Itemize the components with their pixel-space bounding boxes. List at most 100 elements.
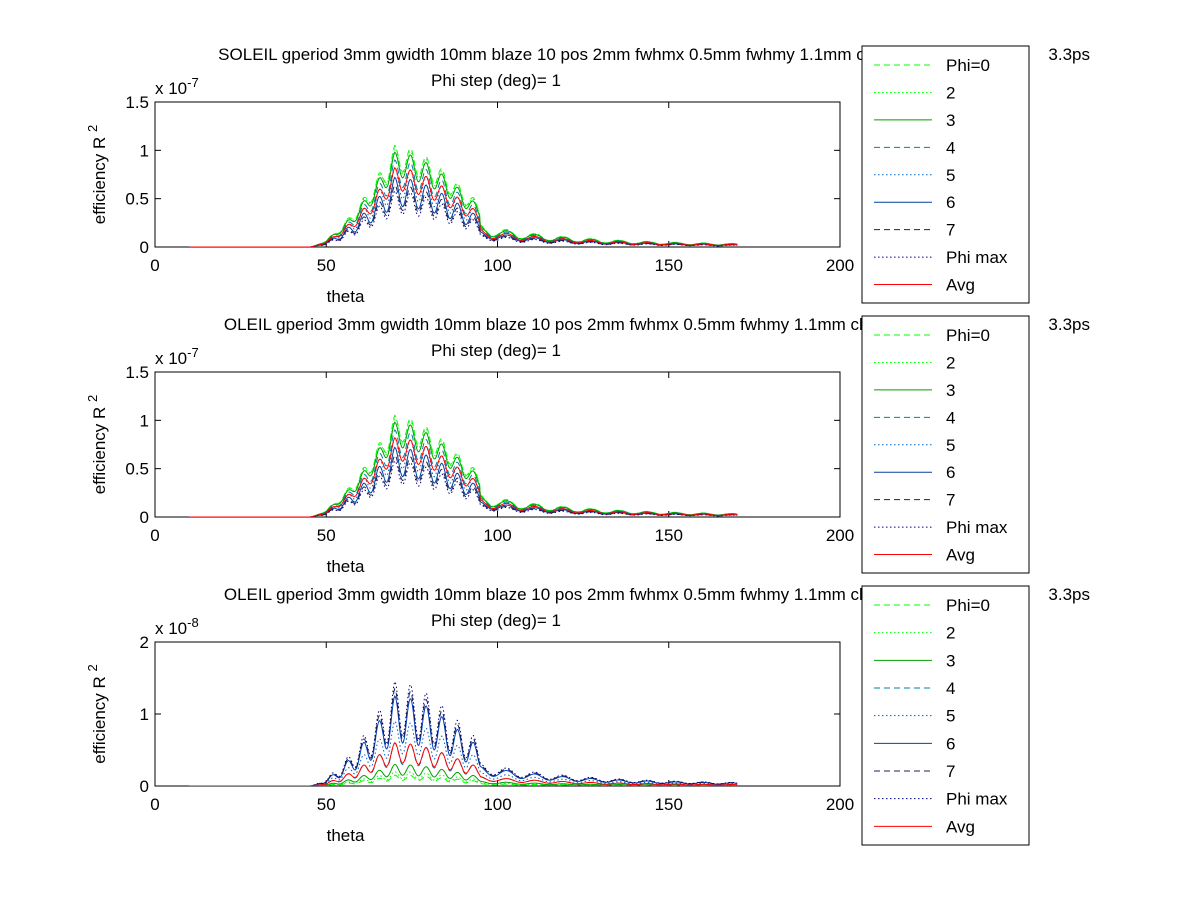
legend-entry: Phi max	[946, 248, 1008, 267]
chart-panel-2: OLEIL gperiod 3mm gwidth 10mm blaze 10 p…	[85, 315, 1090, 576]
series-line-4	[189, 742, 738, 786]
y-tick-label: 0	[140, 238, 149, 257]
series-line-2	[189, 147, 738, 247]
x-tick-label: 100	[483, 526, 511, 545]
y-tick-label: 0	[140, 508, 149, 527]
legend-entry: Avg	[946, 276, 975, 295]
x-tick-label: 150	[655, 526, 683, 545]
chart-subtitle: Phi step (deg)= 1	[431, 341, 561, 360]
legend-entry: 7	[946, 491, 955, 510]
x-tick-label: 50	[317, 526, 336, 545]
x-axis-label: theta	[327, 557, 365, 576]
series-line-2	[189, 417, 738, 517]
series-line-6	[189, 176, 738, 247]
chart-panel-3: OLEIL gperiod 3mm gwidth 10mm blaze 10 p…	[85, 585, 1090, 846]
legend-box	[861, 45, 1030, 304]
chart-title-tail: 3.3ps	[1048, 585, 1090, 604]
series-group	[189, 144, 738, 247]
y-tick-label: 1	[140, 141, 149, 160]
x-tick-label: 200	[826, 795, 854, 814]
x-axis-label: theta	[327, 287, 365, 306]
series-line-7	[189, 184, 738, 247]
y-axis-label: efficiency R 2	[85, 395, 109, 495]
chart-title: SOLEIL gperiod 3mm gwidth 10mm blaze 10 …	[218, 45, 932, 64]
series-line-9	[189, 436, 738, 517]
series-line-8	[189, 460, 738, 517]
chart-subtitle: Phi step (deg)= 1	[431, 611, 561, 630]
x-tick-label: 200	[826, 256, 854, 275]
legend-entry: 6	[946, 193, 955, 212]
x-axis-label: theta	[327, 826, 365, 845]
series-line-1	[189, 774, 738, 786]
legend-entry: 7	[946, 221, 955, 240]
chart-subtitle: Phi step (deg)= 1	[431, 71, 561, 90]
legend-box	[861, 315, 1030, 574]
legend-box	[861, 585, 1030, 846]
y-axis-label: efficiency R 2	[85, 664, 109, 764]
y-exponent-label: x 10-7	[155, 75, 199, 98]
chart-title-tail: 3.3ps	[1048, 45, 1090, 64]
series-line-5	[189, 436, 738, 517]
series-line-3	[189, 763, 738, 786]
legend: Phi=0 2 3 4 5 6 7 Phi max Avg	[861, 45, 1030, 304]
y-tick-label: 0.5	[125, 460, 149, 479]
legend-entry: 2	[946, 353, 955, 372]
legend-entry: Phi=0	[946, 596, 990, 615]
series-line-7	[189, 454, 738, 517]
legend: Phi=0 2 3 4 5 6 7 Phi max Avg	[861, 585, 1030, 846]
legend-entry: 4	[946, 408, 955, 427]
legend-entry: 6	[946, 734, 955, 753]
series-line-5	[189, 720, 738, 786]
legend: Phi=0 2 3 4 5 6 7 Phi max Avg	[861, 315, 1030, 574]
legend-entry: Phi=0	[946, 56, 990, 75]
series-line-9	[189, 166, 738, 247]
legend-entry: 5	[946, 436, 955, 455]
x-tick-label: 50	[317, 795, 336, 814]
legend-entry: Phi=0	[946, 326, 990, 345]
series-group	[189, 680, 738, 786]
series-line-9	[189, 742, 738, 786]
legend-entry: Avg	[946, 817, 975, 836]
x-tick-label: 150	[655, 795, 683, 814]
legend-entry: 2	[946, 624, 955, 643]
chart-title: OLEIL gperiod 3mm gwidth 10mm blaze 10 p…	[224, 585, 926, 604]
axes-box	[154, 371, 841, 518]
y-exponent-label: x 10-8	[155, 615, 199, 638]
legend-entry: Avg	[946, 546, 975, 565]
y-tick-label: 1	[140, 705, 149, 724]
y-tick-label: 1	[140, 411, 149, 430]
legend-entry: 3	[946, 111, 955, 130]
legend-entry: 5	[946, 166, 955, 185]
x-tick-label: 100	[483, 256, 511, 275]
x-tick-label: 0	[150, 526, 159, 545]
x-tick-label: 150	[655, 256, 683, 275]
y-tick-label: 1.5	[125, 363, 149, 382]
series-group	[189, 414, 738, 517]
chart-title: OLEIL gperiod 3mm gwidth 10mm blaze 10 p…	[224, 315, 926, 334]
y-tick-label: 0.5	[125, 190, 149, 209]
series-line-6	[189, 446, 738, 517]
series-line-6	[189, 694, 738, 786]
series-line-1	[189, 414, 738, 517]
x-tick-label: 50	[317, 256, 336, 275]
y-axis-label: efficiency R 2	[85, 125, 109, 225]
legend-entry: 7	[946, 762, 955, 781]
x-tick-label: 100	[483, 795, 511, 814]
legend-entry: 3	[946, 651, 955, 670]
y-tick-label: 2	[140, 633, 149, 652]
series-line-5	[189, 166, 738, 247]
legend-entry: 4	[946, 679, 955, 698]
series-line-1	[189, 144, 738, 247]
series-line-8	[189, 680, 738, 786]
x-tick-label: 200	[826, 526, 854, 545]
legend-entry: 5	[946, 707, 955, 726]
y-tick-label: 0	[140, 777, 149, 796]
y-tick-label: 1.5	[125, 93, 149, 112]
series-line-8	[189, 190, 738, 247]
chart-panel-1: SOLEIL gperiod 3mm gwidth 10mm blaze 10 …	[85, 45, 1090, 306]
series-line-2	[189, 771, 738, 786]
x-tick-label: 0	[150, 795, 159, 814]
y-exponent-label: x 10-7	[155, 345, 199, 368]
legend-entry: 3	[946, 381, 955, 400]
